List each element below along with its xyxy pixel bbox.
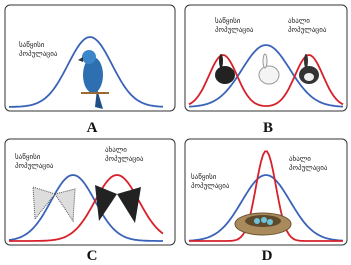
page: საწყისი პოპულაცია A საწყისი პოპულაცია ახ… [0, 0, 351, 265]
panel-letter: D [262, 248, 273, 264]
new-label: ახალი [105, 146, 127, 154]
initial-label: საწყისი [19, 41, 45, 49]
initial-label: პოპულაცია [15, 162, 54, 170]
initial-label: საწყისი [215, 17, 241, 25]
panel-letter: B [263, 120, 273, 136]
panel-c: საწყისი პოპულაცია ახალი პოპულაცია [5, 139, 175, 245]
panel-letter: A [87, 120, 98, 136]
panel-letter: C [87, 248, 98, 264]
new-label: პოპულაცია [105, 155, 144, 163]
initial-label: პოპულაცია [215, 26, 254, 34]
diagram: საწყისი პოპულაცია A საწყისი პოპულაცია ახ… [0, 0, 351, 265]
initial-label: საწყისი [15, 153, 41, 161]
nest-image [235, 213, 291, 235]
panel-a: საწყისი პოპულაცია [5, 5, 175, 111]
panel-d: საწყისი პოპულაცია ახალი პოპულაცია [185, 139, 347, 245]
new-label: პოპულაცია [288, 26, 327, 34]
new-label: პოპულაცია [289, 164, 328, 172]
new-label: ახალი [289, 155, 311, 163]
initial-label: პოპულაცია [191, 182, 230, 190]
new-label: ახალი [288, 17, 310, 25]
initial-label: პოპულაცია [19, 50, 58, 58]
initial-label: საწყისი [191, 173, 217, 181]
panel-b: საწყისი პოპულაცია ახალი პოპულაცია [185, 5, 347, 111]
